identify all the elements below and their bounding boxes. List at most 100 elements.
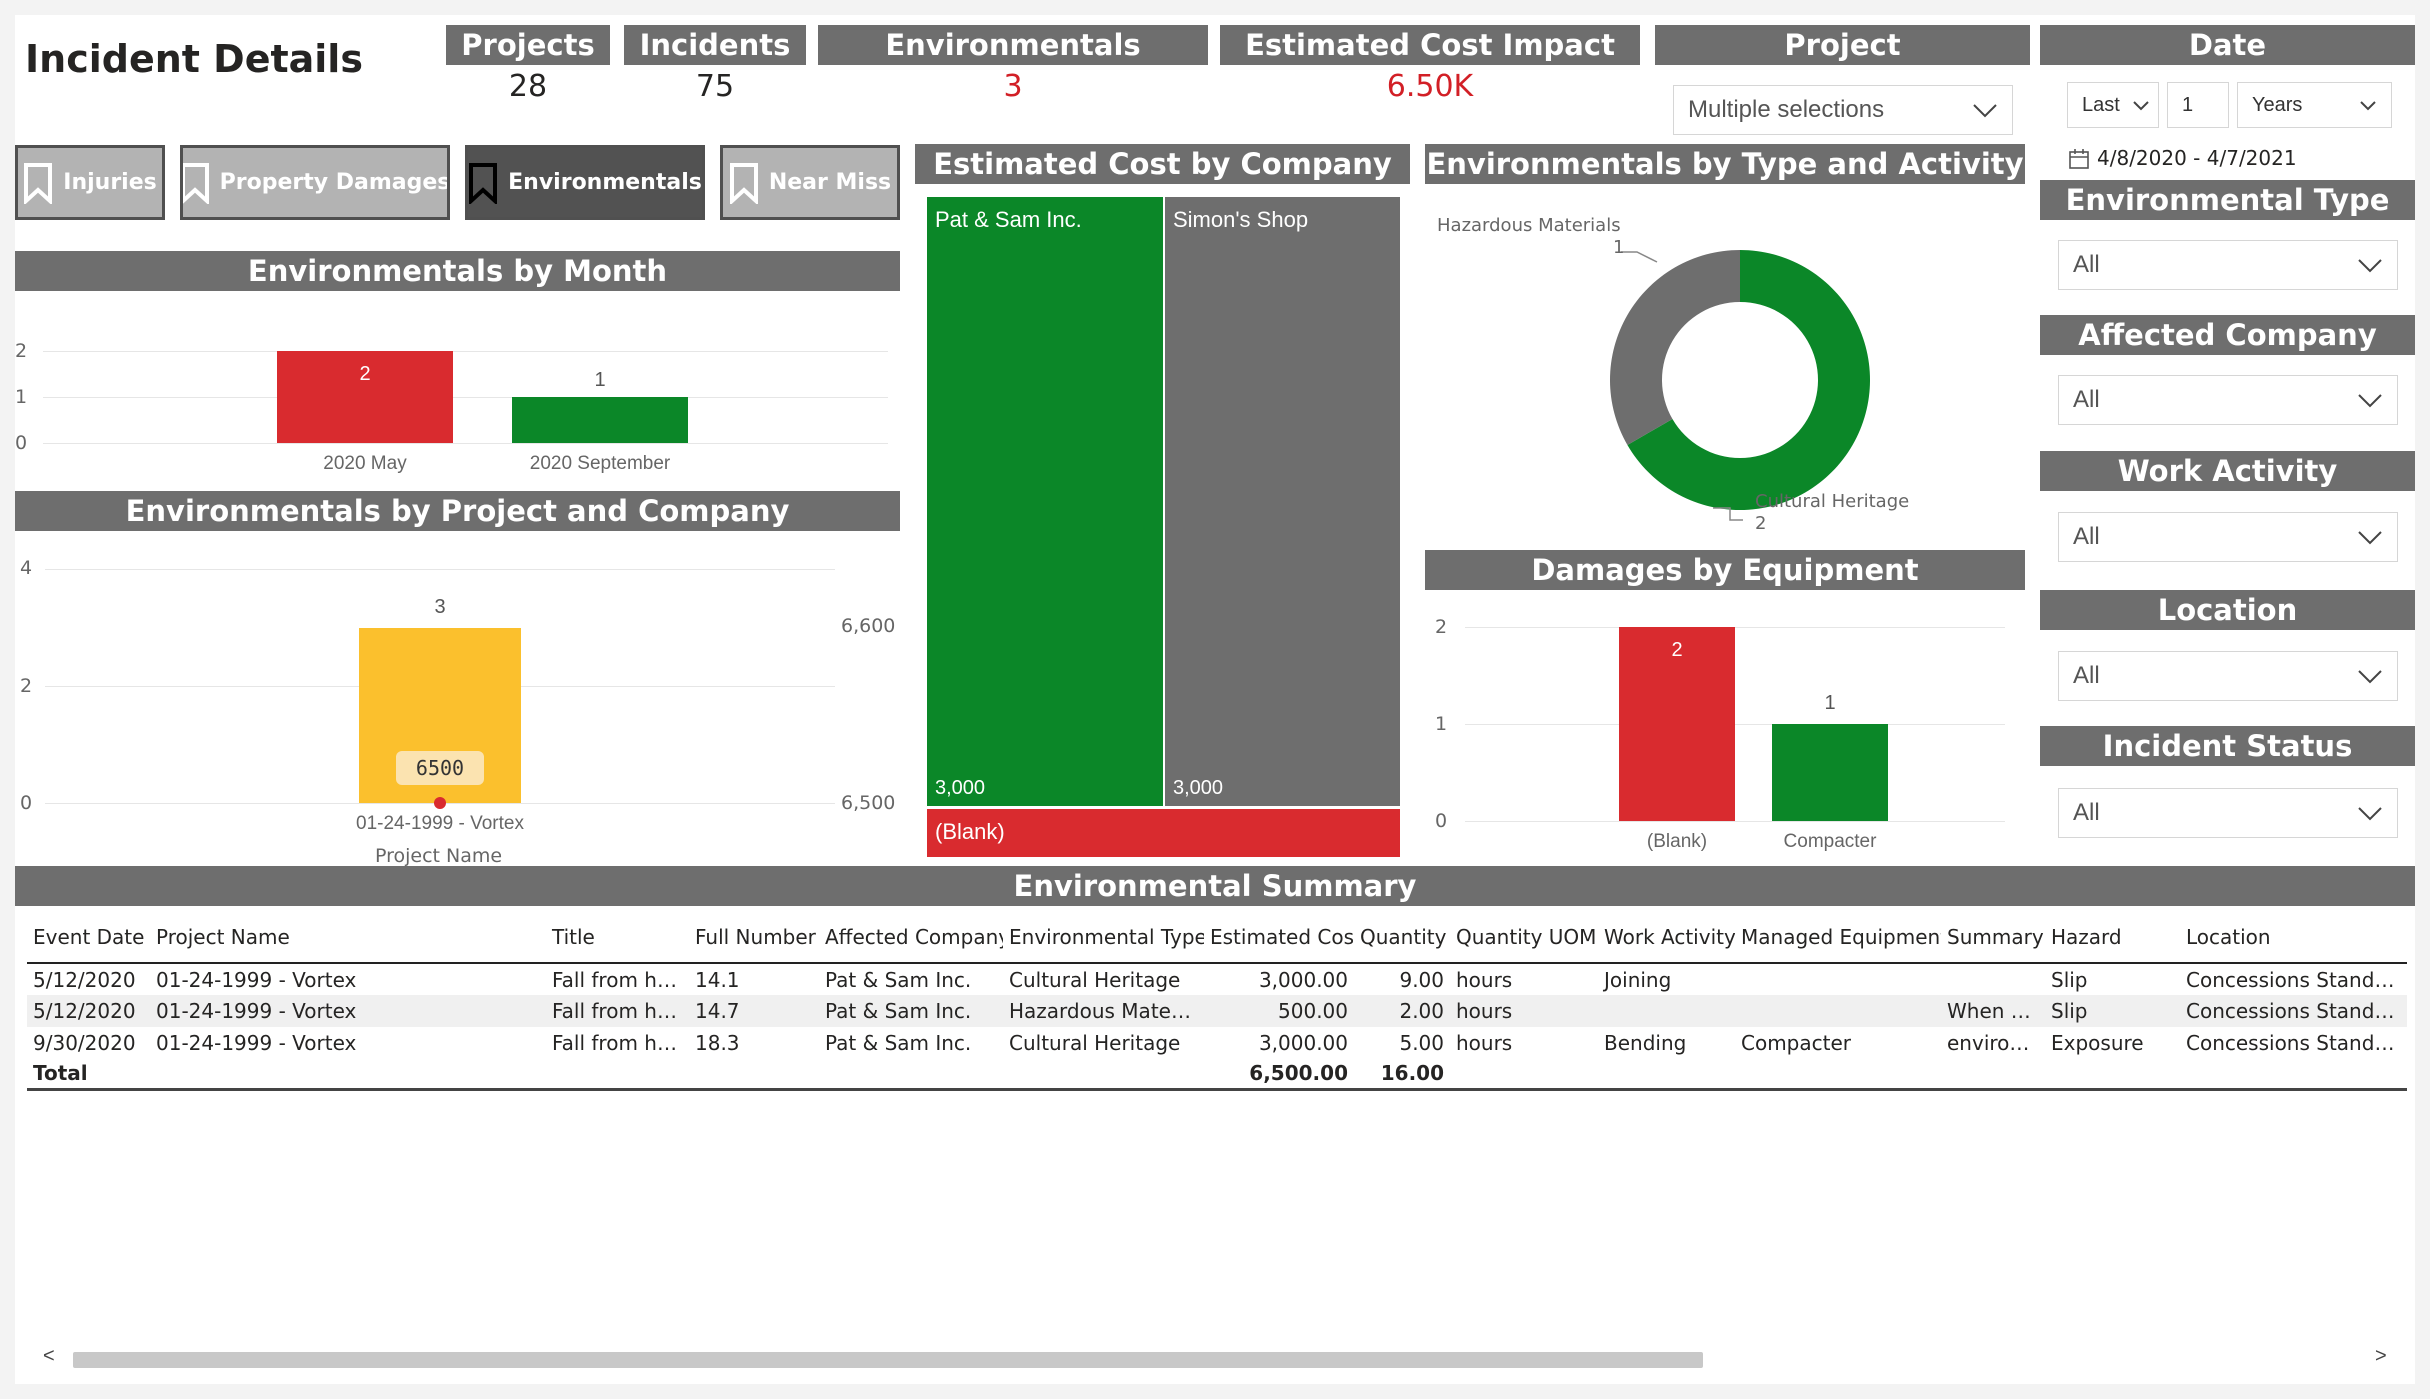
nav-button-label: Environmentals [508, 170, 702, 195]
donut-slice[interactable] [1610, 250, 1740, 445]
column-header[interactable]: Quantity UOM [1450, 911, 1598, 964]
table-cell: Slip [2051, 967, 2088, 992]
page-title: Incident Details [25, 37, 363, 81]
table-cell: 14.1 [695, 967, 740, 992]
affected-company-header: Affected Company [2040, 315, 2415, 355]
treemap-cell[interactable]: Pat & Sam Inc. 3,000 [927, 197, 1163, 806]
scroll-left-arrow[interactable]: < [43, 1345, 55, 1367]
y-tick-label: 2 [15, 340, 28, 362]
incident-status-dropdown[interactable]: All [2058, 788, 2398, 838]
calendar-icon [2069, 149, 2089, 169]
y2-tick-label: 6,600 [841, 615, 896, 637]
table-total-cell [150, 1059, 546, 1091]
date-unit-dropdown[interactable]: Years [2237, 82, 2392, 128]
donut-slice[interactable] [1627, 250, 1870, 510]
column-header[interactable]: Event Date [27, 911, 150, 964]
date-range-text: 4/8/2020 - 4/7/2021 [2097, 146, 2297, 170]
column-header[interactable]: Affected Company [819, 911, 1003, 964]
bar[interactable] [1619, 627, 1735, 821]
table-cell: Cultural Heritage [1009, 1031, 1181, 1055]
table-cell: Fall from hei... [552, 1031, 689, 1055]
column-header[interactable]: Full Number [689, 911, 819, 964]
table-cell: 01-24-1999 - Vortex [150, 995, 546, 1027]
table-total-cell [819, 1059, 1003, 1091]
chevron-down-icon [2358, 670, 2382, 684]
table-cell: 5/12/2020 [33, 967, 136, 992]
table-row[interactable]: 5/12/2020 01-24-1999 - Vortex Fall from he… [27, 995, 2407, 1027]
bar[interactable] [512, 397, 688, 443]
y-tick-label: 4 [20, 557, 33, 579]
chart-month-plot: 2 1 0 2 2020 May 1 2020 September [15, 305, 900, 495]
date-count-input[interactable]: 1 [2167, 82, 2229, 128]
report-canvas: Incident Details Projects 28 Incidents 7… [15, 15, 2415, 1384]
environmental-type-header: Environmental Type [2040, 180, 2415, 220]
nav-button-label: Injuries [63, 170, 157, 195]
chevron-down-icon [2133, 101, 2149, 111]
column-header[interactable]: Hazard [2045, 911, 2180, 964]
nav-button-injuries[interactable]: Injuries [15, 145, 165, 220]
bar[interactable] [1772, 724, 1888, 821]
donut-value-cultural: 2 [1755, 513, 1767, 534]
column-header[interactable]: Project Name [150, 911, 546, 964]
table-cell: 9.00 [1399, 967, 1444, 992]
gridline [1465, 724, 2005, 725]
column-header[interactable]: Location [2180, 911, 2407, 964]
bookmark-icon [729, 162, 758, 204]
nav-button-environmentals[interactable]: Environmentals [465, 145, 705, 220]
table-cell: Fall from hei... [552, 967, 689, 992]
table-cell: 5.00 [1399, 1031, 1444, 1055]
location-dropdown[interactable]: All [2058, 651, 2398, 701]
table-row[interactable]: 9/30/2020 01-24-1999 - Vortex Fall from he… [27, 1027, 2407, 1059]
nav-button-label: Near Miss [768, 170, 892, 195]
column-header[interactable]: Title [546, 911, 689, 964]
date-filter-header: Date [2040, 25, 2415, 65]
table-total-cell [1003, 1059, 1204, 1091]
leader-line [1713, 507, 1743, 521]
donut-label-cultural: Cultural Heritage [1755, 491, 1910, 512]
environmental-type-dropdown[interactable]: All [2058, 240, 2398, 290]
table-cell: Concessions Stands - M [2186, 967, 2407, 992]
chevron-down-icon [2358, 807, 2382, 821]
column-header[interactable]: Managed Equipment [1735, 911, 1941, 964]
chart-project-title: Environmentals by Project and Company [15, 491, 900, 531]
y-tick-label: 0 [15, 432, 28, 454]
chart-month-title: Environmentals by Month [15, 251, 900, 291]
work-activity-value: All [2073, 523, 2100, 550]
x-tick-label: Compacter [1783, 831, 1877, 852]
table-cell: 18.3 [695, 1031, 740, 1055]
date-relative-dropdown[interactable]: Last [2067, 82, 2159, 128]
table-cell: Exposure [2051, 1031, 2144, 1055]
project-filter-dropdown[interactable]: Multiple selections [1673, 85, 2013, 135]
table-total-cell: 6,500.00 [1204, 1059, 1354, 1091]
table-cell: Concessions Stands - M [2180, 995, 2407, 1027]
column-header[interactable]: Work Activity [1598, 911, 1735, 964]
horizontal-scrollbar[interactable] [73, 1352, 1703, 1368]
table-total-cell: Total [27, 1059, 150, 1091]
table-row[interactable]: 5/12/2020 01-24-1999 - Vortex Fall from he… [27, 963, 2407, 995]
work-activity-dropdown[interactable]: All [2058, 512, 2398, 562]
chart-equipment-title: Damages by Equipment [1425, 550, 2025, 590]
table-cell: 01-24-1999 - Vortex [156, 1031, 357, 1055]
bookmark-icon [24, 162, 53, 204]
affected-company-dropdown[interactable]: All [2058, 375, 2398, 425]
nav-button-property-damages[interactable]: Property Damages [180, 145, 450, 220]
treemap-cell[interactable]: (Blank) [927, 809, 1400, 857]
x-tick-label: 2020 May [323, 453, 407, 474]
chevron-down-icon [1973, 104, 1997, 118]
donut-chart [1610, 250, 1870, 521]
treemap-cell[interactable]: Simon's Shop 3,000 [1165, 197, 1400, 806]
column-header[interactable]: Environmental Type [1003, 911, 1204, 964]
column-header[interactable]: Estimated Cost [1204, 911, 1354, 964]
column-header[interactable]: Quantity [1354, 911, 1450, 964]
bar[interactable] [277, 351, 453, 443]
kpi-incidents-value: 75 [695, 69, 735, 104]
scroll-right-arrow[interactable]: > [2375, 1345, 2387, 1367]
chevron-down-icon [2360, 101, 2376, 111]
nav-button-near-miss[interactable]: Near Miss [720, 145, 900, 220]
table-total-cell [2045, 1059, 2180, 1091]
column-header[interactable]: Summary [1941, 911, 2045, 964]
y-tick-label: 0 [20, 792, 33, 814]
y-tick-label: 1 [15, 386, 28, 408]
kpi-projects-label: Projects [446, 25, 610, 65]
table-total-cell [689, 1059, 819, 1091]
